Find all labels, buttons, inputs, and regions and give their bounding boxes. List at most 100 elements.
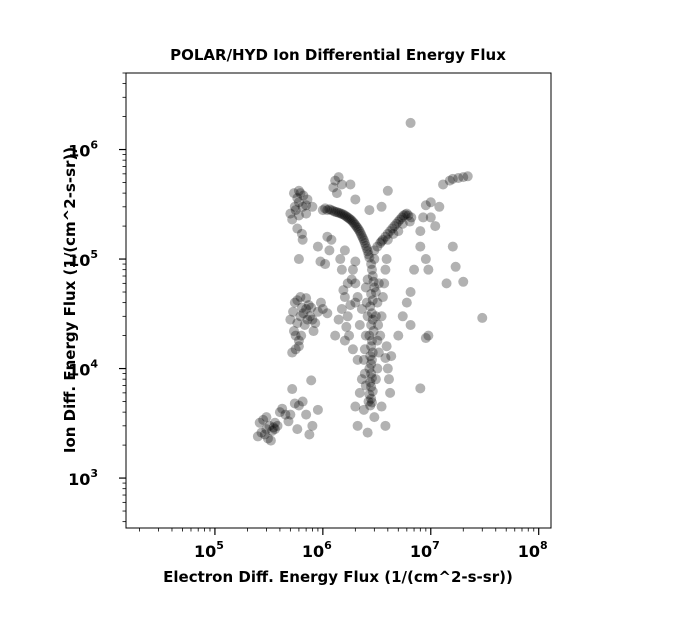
data-point (477, 312, 488, 323)
data-point (360, 240, 371, 251)
data-point (290, 344, 301, 355)
data-point (351, 221, 362, 232)
data-point (375, 238, 386, 249)
data-point (450, 261, 461, 272)
data-point (254, 417, 265, 428)
data-point (293, 335, 304, 346)
data-point (292, 223, 303, 234)
data-point (304, 311, 315, 322)
data-point (400, 209, 411, 220)
data-point (290, 205, 301, 216)
data-point (288, 306, 299, 317)
data-point (396, 212, 407, 223)
data-point (352, 292, 363, 303)
data-point (385, 387, 396, 398)
data-point (312, 241, 323, 252)
data-point (285, 208, 296, 219)
data-point (298, 308, 309, 319)
data-point (366, 397, 377, 408)
data-point (293, 185, 304, 196)
data-point (293, 254, 304, 265)
data-point (444, 175, 455, 186)
data-point (430, 221, 441, 232)
data-point (330, 175, 341, 186)
data-point (368, 276, 379, 287)
data-point (307, 314, 318, 325)
data-point (367, 314, 378, 325)
data-point (293, 400, 304, 411)
data-point (287, 214, 298, 225)
data-point (425, 212, 436, 223)
data-point (368, 326, 379, 337)
data-point (339, 245, 350, 256)
data-point (304, 429, 315, 440)
data-point (363, 249, 374, 260)
data-point (364, 363, 375, 374)
data-point (350, 194, 361, 205)
data-points (252, 117, 488, 446)
x-tick-label: 108 (518, 539, 548, 561)
data-point (366, 354, 377, 365)
data-point (441, 278, 452, 289)
data-point (364, 330, 375, 341)
data-point (415, 226, 426, 237)
data-point (405, 117, 416, 128)
data-point (292, 295, 303, 306)
data-point (366, 341, 377, 352)
data-point (423, 330, 434, 341)
data-point (365, 351, 376, 362)
data-point (355, 228, 366, 239)
data-point (420, 200, 431, 211)
data-point (438, 179, 449, 190)
data-point (333, 207, 344, 218)
data-point (415, 241, 426, 252)
data-point (344, 213, 355, 224)
data-point (366, 288, 377, 299)
data-point (366, 359, 377, 370)
x-tick-label: 107 (410, 539, 440, 561)
data-point (364, 205, 375, 216)
data-point (370, 374, 381, 385)
data-point (405, 319, 416, 330)
data-point (405, 287, 416, 298)
data-point (295, 292, 306, 303)
data-point (354, 387, 365, 398)
data-point (366, 373, 377, 383)
data-point (339, 292, 350, 303)
data-point (369, 254, 380, 265)
data-point (342, 278, 353, 289)
data-point (458, 172, 469, 183)
data-point (389, 221, 400, 232)
data-point (280, 409, 291, 420)
data-point (366, 335, 377, 346)
data-point (328, 205, 339, 216)
data-point (352, 223, 363, 234)
data-point (423, 264, 434, 275)
data-point (288, 188, 299, 199)
data-point (312, 404, 323, 415)
data-point (261, 424, 272, 435)
data-point (347, 344, 358, 355)
data-point (373, 347, 384, 358)
data-point (328, 182, 339, 193)
data-point (345, 300, 356, 311)
data-point (372, 363, 383, 374)
data-point (287, 384, 298, 395)
data-point (317, 205, 328, 216)
data-point (354, 226, 365, 237)
data-point (277, 403, 288, 414)
data-point (256, 427, 267, 438)
data-point (295, 311, 306, 322)
data-point (397, 218, 408, 229)
data-point (267, 425, 278, 436)
data-point (292, 424, 303, 435)
x-tick-label: 106 (302, 539, 332, 561)
data-point (404, 216, 415, 227)
data-point (350, 401, 361, 412)
data-point (342, 311, 353, 322)
data-point (350, 297, 361, 308)
data-point (338, 285, 349, 296)
data-point (350, 278, 361, 289)
data-point (345, 214, 356, 225)
